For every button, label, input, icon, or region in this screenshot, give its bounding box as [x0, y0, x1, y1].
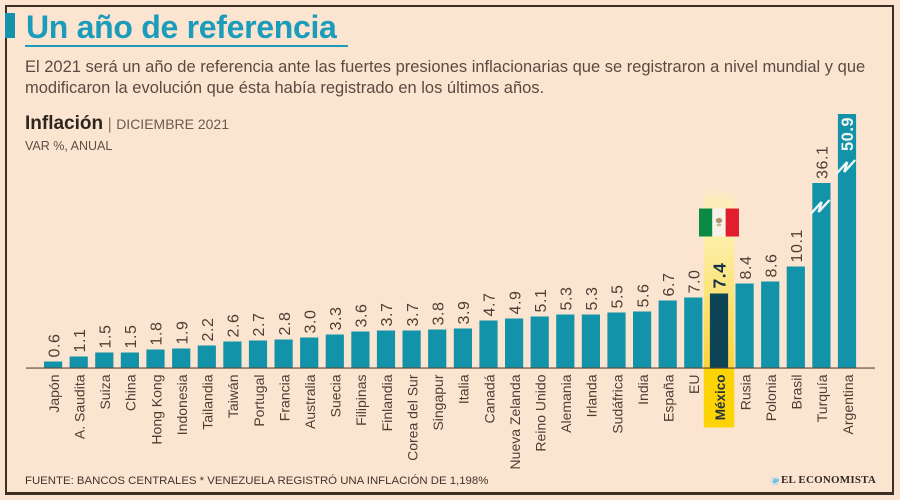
svg-text:Japón: Japón [46, 375, 62, 413]
svg-text:A. Saudita: A. Saudita [72, 374, 88, 439]
svg-text:India: India [635, 374, 651, 405]
svg-text:4.9: 4.9 [507, 290, 524, 314]
svg-text:3.8: 3.8 [430, 301, 447, 325]
svg-text:China: China [123, 374, 139, 411]
svg-text:50.9: 50.9 [839, 117, 857, 151]
svg-text:Brasil: Brasil [789, 375, 805, 410]
svg-text:Filipinas: Filipinas [353, 375, 369, 426]
svg-text:5.3: 5.3 [584, 286, 601, 310]
svg-text:Hong Kong: Hong Kong [148, 375, 164, 445]
svg-text:Alemania: Alemania [558, 374, 574, 433]
svg-text:España: España [661, 374, 677, 422]
svg-text:Portugal: Portugal [251, 375, 267, 427]
svg-text:Nueva Zelanda: Nueva Zelanda [507, 374, 523, 469]
svg-text:3.9: 3.9 [456, 300, 473, 324]
svg-text:1.9: 1.9 [174, 320, 191, 344]
svg-text:2.6: 2.6 [226, 313, 243, 337]
svg-text:Reino Unido: Reino Unido [533, 374, 549, 451]
svg-text:5.1: 5.1 [533, 288, 550, 312]
svg-text:3.7: 3.7 [405, 302, 422, 326]
svg-text:8.6: 8.6 [763, 253, 780, 277]
svg-text:0.6: 0.6 [46, 333, 63, 357]
svg-text:Suiza: Suiza [97, 374, 113, 409]
svg-text:4.7: 4.7 [482, 292, 499, 316]
svg-text:6.7: 6.7 [661, 272, 678, 296]
svg-text:36.1: 36.1 [815, 145, 832, 179]
svg-text:7.4: 7.4 [710, 263, 730, 289]
svg-text:Taiwán: Taiwán [225, 375, 241, 419]
svg-text:2.7: 2.7 [251, 312, 268, 336]
svg-text:Suecia: Suecia [328, 374, 344, 417]
svg-text:Argentina: Argentina [840, 374, 856, 434]
svg-text:México: México [713, 375, 728, 421]
svg-text:3.7: 3.7 [379, 302, 396, 326]
svg-text:3.3: 3.3 [328, 306, 345, 330]
svg-text:Finlandia: Finlandia [379, 374, 395, 431]
svg-text:2.8: 2.8 [277, 311, 294, 335]
svg-text:5.5: 5.5 [610, 284, 627, 308]
svg-text:1.5: 1.5 [123, 324, 140, 348]
svg-text:1.8: 1.8 [149, 321, 166, 345]
svg-text:Irlanda: Irlanda [584, 374, 600, 417]
svg-text:2.2: 2.2 [200, 317, 217, 341]
svg-text:EU: EU [686, 375, 702, 394]
svg-text:Sudáfrica: Sudáfrica [609, 374, 625, 433]
svg-text:Indonesia: Indonesia [174, 374, 190, 435]
svg-text:Polonia: Polonia [763, 374, 779, 421]
svg-text:3.0: 3.0 [302, 309, 319, 333]
svg-text:5.6: 5.6 [635, 283, 652, 307]
svg-text:Australia: Australia [302, 374, 318, 429]
svg-text:Rusia: Rusia [737, 374, 753, 410]
svg-text:8.4: 8.4 [738, 255, 755, 279]
svg-text:10.1: 10.1 [789, 229, 806, 263]
svg-text:Canadá: Canadá [481, 374, 497, 423]
svg-text:Tailandia: Tailandia [200, 374, 216, 429]
svg-text:Francia: Francia [276, 374, 292, 421]
svg-text:Turquía: Turquía [814, 374, 830, 422]
svg-text:Singapur: Singapur [430, 374, 446, 430]
svg-text:1.5: 1.5 [98, 324, 115, 348]
svg-text:Corea del Sur: Corea del Sur [404, 374, 420, 461]
svg-text:Italia: Italia [456, 374, 472, 404]
svg-text:3.6: 3.6 [354, 303, 371, 327]
svg-text:7.0: 7.0 [687, 269, 704, 293]
svg-text:5.3: 5.3 [559, 286, 576, 310]
svg-text:1.1: 1.1 [72, 328, 89, 352]
